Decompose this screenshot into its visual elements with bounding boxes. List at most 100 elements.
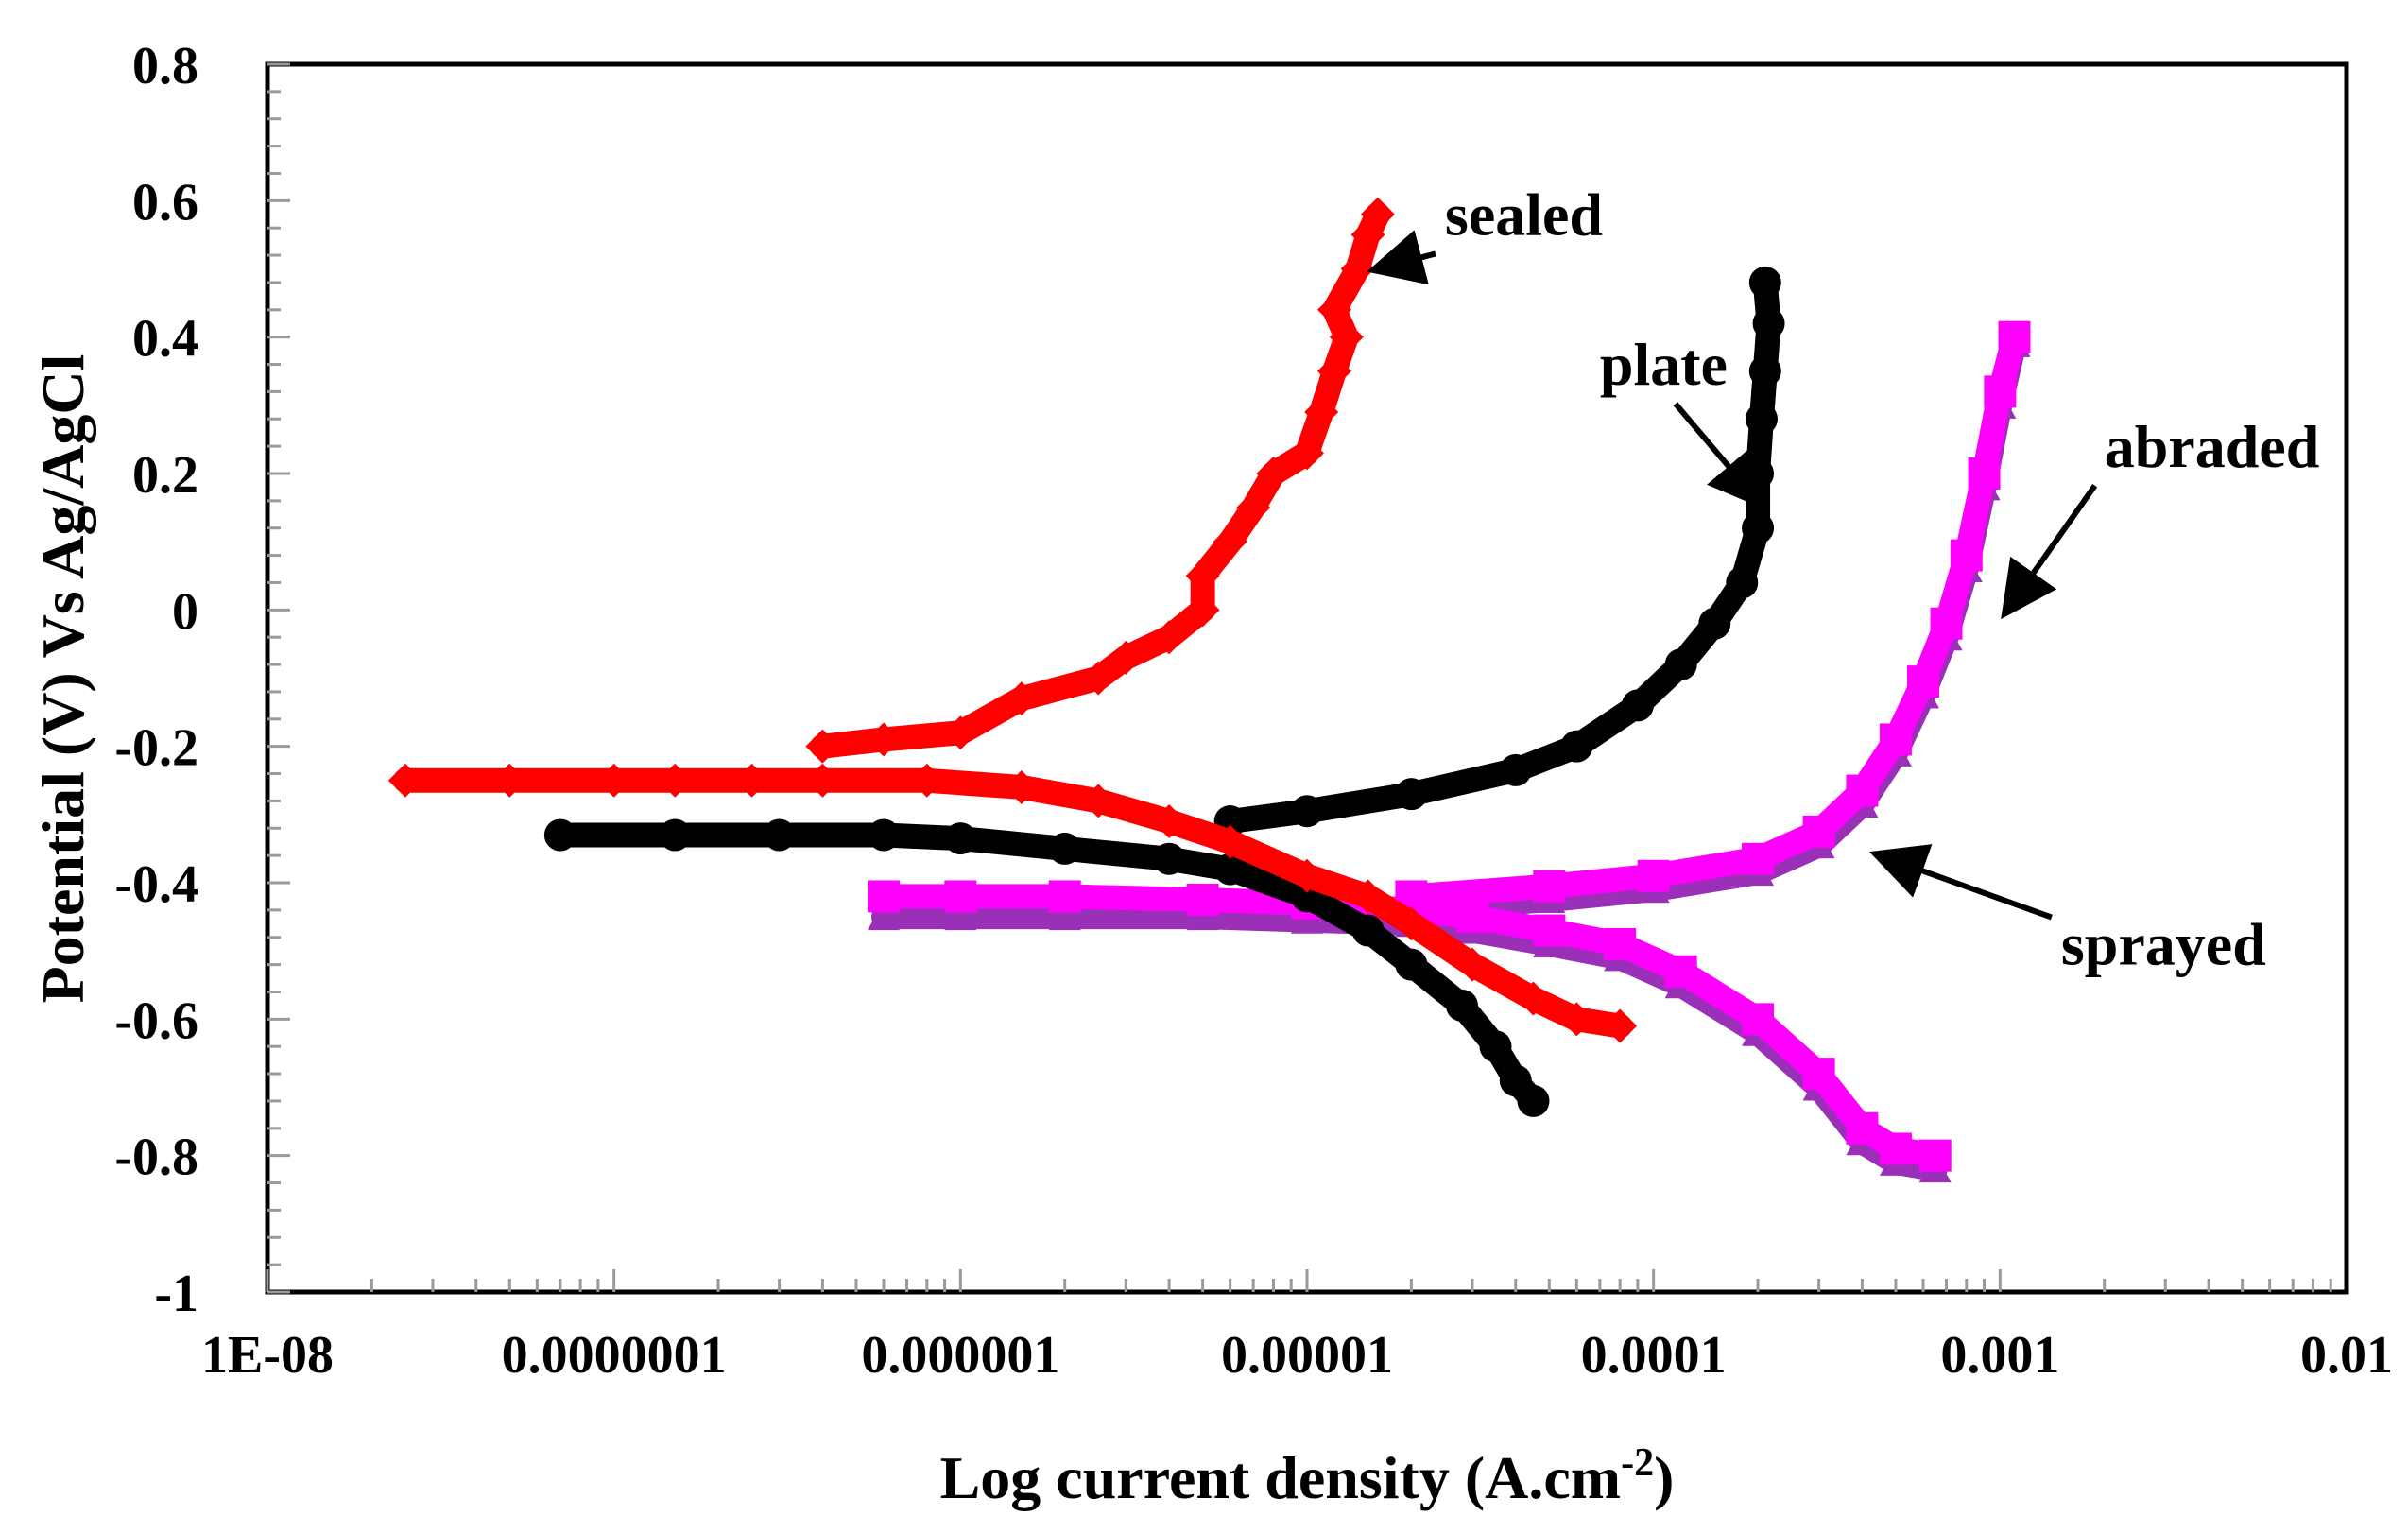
annotation-arrow-plate [1673, 402, 1765, 510]
data-point-sealed [1329, 319, 1364, 354]
data-point-abraded [1742, 842, 1775, 875]
data-point-sealed [1290, 858, 1324, 893]
data-point-abraded [1664, 955, 1697, 988]
data-point-sealed [1340, 251, 1375, 286]
data-point-plate [1395, 948, 1428, 981]
data-point-abraded [944, 880, 977, 913]
x-tick-label: 0.001 [1940, 1326, 2059, 1385]
data-point-sealed [1004, 681, 1039, 716]
x-tick-label: 1E-08 [201, 1326, 334, 1385]
data-point-sealed [805, 763, 840, 798]
data-point-sealed [1236, 491, 1271, 525]
annotation-plate: plate [1600, 331, 1728, 398]
annotation-arrow-sealed [1367, 230, 1436, 285]
data-point-plate [1748, 266, 1781, 299]
data-point-abraded [1533, 914, 1566, 947]
data-point-plate [1213, 853, 1247, 886]
data-point-plate [1445, 989, 1478, 1022]
data-point-plate [1698, 607, 1731, 640]
data-point-abraded [1846, 774, 1879, 807]
x-tick-label: 0.0001 [1581, 1326, 1727, 1385]
data-point-sealed [1152, 804, 1187, 839]
data-point-sealed [492, 763, 527, 798]
data-point-plate [763, 818, 796, 852]
data-point-abraded [1930, 607, 1963, 640]
data-point-plate [1153, 842, 1186, 875]
data-point-sealed [1004, 769, 1039, 804]
data-point-sealed [1603, 1008, 1638, 1043]
data-point-plate [1748, 354, 1781, 388]
data-point-abraded [1802, 1058, 1835, 1091]
data-point-abraded [1950, 539, 1983, 572]
data-point-abraded [1998, 320, 2031, 353]
plot-area [265, 61, 2349, 1295]
data-point-plate [1745, 403, 1778, 436]
x-tick-label: 0.00001 [1221, 1326, 1393, 1385]
data-point-abraded [1906, 665, 1939, 698]
data-point-sealed [943, 715, 978, 750]
data-point-abraded [1637, 859, 1670, 892]
data-point-abraded [1533, 870, 1566, 903]
data-point-abraded [1186, 884, 1219, 917]
data-point-abraded [1846, 1111, 1879, 1145]
data-point-abraded [1604, 927, 1637, 960]
data-point-sealed [866, 722, 901, 757]
y-tick-label: -0.4 [114, 855, 198, 914]
data-point-sealed [1185, 593, 1220, 628]
data-point-plate [944, 822, 977, 855]
data-point-sealed [1213, 824, 1247, 859]
x-tick-labels: 1E-08 0.0000001 0.000001 0.00001 0.0001 0.001… [201, 1326, 2393, 1385]
data-point-sealed [1256, 457, 1291, 491]
y-tick-label: 0.2 [132, 446, 198, 505]
data-point-plate [1664, 648, 1697, 681]
data-point-sealed [1317, 353, 1352, 388]
plot-frame [265, 61, 2349, 1295]
data-point-plate [1726, 566, 1759, 599]
data-point-plate [1517, 1084, 1550, 1117]
data-point-plate [1560, 730, 1593, 763]
series-sealed [387, 197, 1638, 1043]
y-tick-label: 0.8 [132, 37, 198, 95]
data-point-abraded [1455, 901, 1488, 934]
y-tick-label: -0.2 [114, 719, 198, 778]
data-point-sealed [1559, 1002, 1594, 1037]
annotation-arrow-abraded [2001, 484, 2098, 620]
y-tick-label: -0.6 [114, 991, 198, 1050]
data-point-sealed [658, 763, 693, 798]
series-plate-thin-line [559, 832, 1065, 852]
series-abraded [867, 320, 2031, 1172]
data-point-sealed [1360, 197, 1395, 232]
series-layer [387, 197, 2031, 1183]
annotation-sealed: sealed [1445, 181, 1603, 248]
data-point-plate [1742, 511, 1775, 544]
data-point-sealed [1350, 879, 1385, 914]
annotation-sprayed: sprayed [2061, 911, 2266, 978]
data-point-sealed [1317, 292, 1352, 327]
data-point-plate [1291, 795, 1323, 828]
data-point-sealed [805, 729, 840, 764]
data-point-plate [1621, 689, 1654, 722]
data-point-sealed [1290, 436, 1324, 471]
data-point-plate [1395, 778, 1428, 811]
data-point-plate [1752, 307, 1785, 340]
data-point-sealed [1081, 784, 1116, 818]
data-point-sealed [1109, 640, 1144, 675]
series-plate [543, 266, 1785, 1117]
minor-ticks [266, 62, 2332, 1294]
x-axis-title: Log current density (A.cm-2) [940, 1441, 1675, 1511]
y-tick-labels: 0.8 0.6 0.4 0.2 0 -0.2 -0.4 -0.6 -0.8 -1 [114, 37, 198, 1323]
data-point-abraded [1918, 1139, 1952, 1172]
data-point-sprayed [867, 901, 900, 931]
data-point-sealed [1454, 947, 1489, 982]
data-point-abraded [1048, 880, 1081, 913]
data-point-sealed [1394, 906, 1429, 941]
data-point-plate [1048, 832, 1081, 865]
data-point-sealed [734, 763, 769, 798]
data-point-plate [1499, 753, 1532, 786]
y-tick-label: 0.6 [132, 173, 198, 232]
data-point-sealed [1081, 661, 1116, 696]
data-point-sealed [1152, 620, 1187, 655]
x-tick-label: 0.000001 [861, 1326, 1059, 1385]
annotations: sealed plate abraded sprayed [1367, 181, 2319, 978]
data-point-abraded [1802, 815, 1835, 848]
